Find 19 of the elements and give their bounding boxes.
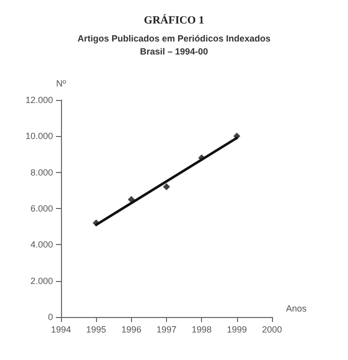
y-axis-title: Nº xyxy=(56,78,67,88)
y-tick-label: 0 xyxy=(48,312,53,322)
y-tick-label: 8.000 xyxy=(30,167,53,178)
point xyxy=(163,183,170,190)
y-tick-label: 6.000 xyxy=(30,204,53,214)
chart-title: GRÁFICO 1 xyxy=(144,14,204,26)
x-axis-title: Anos xyxy=(286,304,308,314)
x-tick-label: 1998 xyxy=(192,324,212,334)
x-tick-label: 1994 xyxy=(50,324,72,334)
x-tick-label: 1997 xyxy=(156,324,177,334)
x-tick-label: 1995 xyxy=(86,324,106,334)
y-tick-label: 2.000 xyxy=(30,276,53,286)
x-tick-label: 1999 xyxy=(226,324,247,334)
y-tick-label: 12.000 xyxy=(25,95,53,105)
chart-subtitle: Artigos Publicados em Periódicos Indexados Brasil – 1994-00 xyxy=(77,34,271,56)
x-tick-label: 2000 xyxy=(262,324,282,334)
y-tick-label: 10.000 xyxy=(25,131,53,142)
x-tick-label: 1996 xyxy=(121,324,142,334)
y-tick-label: 4.000 xyxy=(30,240,53,250)
